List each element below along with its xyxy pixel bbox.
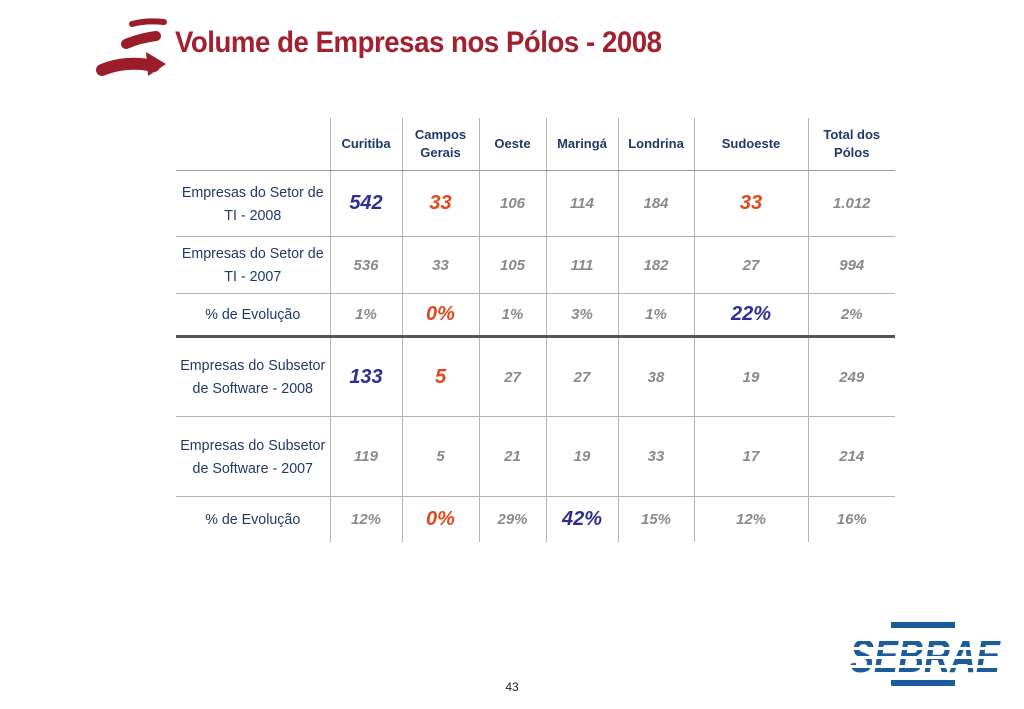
page-number: 43 <box>505 680 519 694</box>
cell-campos-gerais: 33 <box>401 170 479 237</box>
cell-sudoeste: 19 <box>693 336 808 417</box>
table-row: Empresas do Subsetor de Software - 2008 1… <box>176 336 895 417</box>
cell-sudoeste: 22% <box>693 293 808 338</box>
column-header-londrina: Londrina <box>617 118 694 171</box>
cell-oeste: 27 <box>478 336 546 417</box>
cell-maringa: 114 <box>545 170 618 237</box>
table-header-row: Curitiba Campos Gerais Oeste Maringá Lon… <box>176 118 895 171</box>
cell-campos-gerais: 33 <box>401 236 479 294</box>
row-label: % de Evolução <box>205 510 301 528</box>
row-label: % de Evolução <box>179 293 327 338</box>
cell-oeste: 1% <box>478 293 546 338</box>
page-title: Volume de Empresas nos Pólos - 2008 <box>175 26 662 59</box>
cell-campos-gerais: 0% <box>401 293 479 338</box>
cell-sudoeste: 17 <box>693 416 808 497</box>
cell-campos-gerais: 5 <box>401 336 479 417</box>
cell-total: 214 <box>807 416 895 497</box>
cell-londrina: 38 <box>617 336 694 417</box>
cell-londrina: 1% <box>617 293 694 338</box>
column-header-campos-gerais-label: Campos Gerais <box>414 127 467 160</box>
cell-oeste: 106 <box>478 170 546 237</box>
column-header-curitiba: Curitiba <box>329 118 402 171</box>
cell-londrina: 15% <box>617 496 694 542</box>
cell-total: 994 <box>807 236 895 294</box>
cell-curitiba: 133 <box>329 336 402 417</box>
row-label: Empresas do Subsetor de Software - 2008 <box>179 336 327 417</box>
cell-maringa: 27 <box>545 336 618 417</box>
column-header-maringa: Maringá <box>545 118 618 171</box>
row-label: Empresas do Setor de TI - 2008 <box>179 170 327 237</box>
cell-curitiba: 119 <box>329 416 402 497</box>
cell-oeste: 105 <box>478 236 546 294</box>
cell-maringa: 111 <box>545 236 618 294</box>
column-header-oeste: Oeste <box>478 118 546 171</box>
column-header-empty <box>176 118 330 171</box>
column-header-sudoeste: Sudoeste <box>693 118 808 171</box>
cell-curitiba: 12% <box>329 496 402 542</box>
table-row: % de Evolução 12% 0% 29% 42% 15% 12% 16% <box>176 496 895 542</box>
cell-maringa: 19 <box>545 416 618 497</box>
table-body: Empresas do Setor de TI - 2008 542 33 106 11… <box>176 170 895 542</box>
cell-londrina: 184 <box>617 170 694 237</box>
cell-total: 1.012 <box>807 170 895 237</box>
table-row: Empresas do Subsetor de Software - 2007 1… <box>176 416 895 497</box>
data-table: Curitiba Campos Gerais Oeste Maringá Lon… <box>176 118 895 542</box>
cell-maringa: 42% <box>545 496 618 542</box>
cell-curitiba: 1% <box>329 293 402 338</box>
row-label: Empresas do Subsetor de Software - 2007 <box>179 416 327 497</box>
row-label: Empresas do Setor de TI - 2007 <box>179 236 327 294</box>
cell-total: 16% <box>807 496 895 542</box>
red-arrow-icon <box>96 18 167 76</box>
table-row: % de Evolução 1% 0% 1% 3% 1% 22% 2% <box>176 293 895 338</box>
cell-londrina: 182 <box>617 236 694 294</box>
cell-sudoeste: 12% <box>693 496 808 542</box>
cell-curitiba: 536 <box>329 236 402 294</box>
cell-maringa: 3% <box>545 293 618 338</box>
cell-oeste: 21 <box>478 416 546 497</box>
table-row: Empresas do Setor de TI - 2008 542 33 106 11… <box>176 170 895 237</box>
cell-sudoeste: 33 <box>693 170 808 237</box>
column-header-total-label: Total dos Pólos <box>823 127 881 160</box>
cell-sudoeste: 27 <box>693 236 808 294</box>
cell-total: 2% <box>807 293 895 338</box>
cell-total: 249 <box>807 336 895 417</box>
cell-londrina: 33 <box>617 416 694 497</box>
column-header-campos-gerais: Campos Gerais <box>401 118 479 171</box>
cell-curitiba: 542 <box>329 170 402 237</box>
sebrae-logo: SEBRAE <box>847 622 1003 686</box>
table-row: Empresas do Setor de TI - 2007 536 33 105 11… <box>176 236 895 294</box>
cell-campos-gerais: 5 <box>401 416 479 497</box>
column-header-total: Total dos Pólos <box>807 118 895 171</box>
cell-campos-gerais: 0% <box>401 496 479 542</box>
cell-oeste: 29% <box>478 496 546 542</box>
